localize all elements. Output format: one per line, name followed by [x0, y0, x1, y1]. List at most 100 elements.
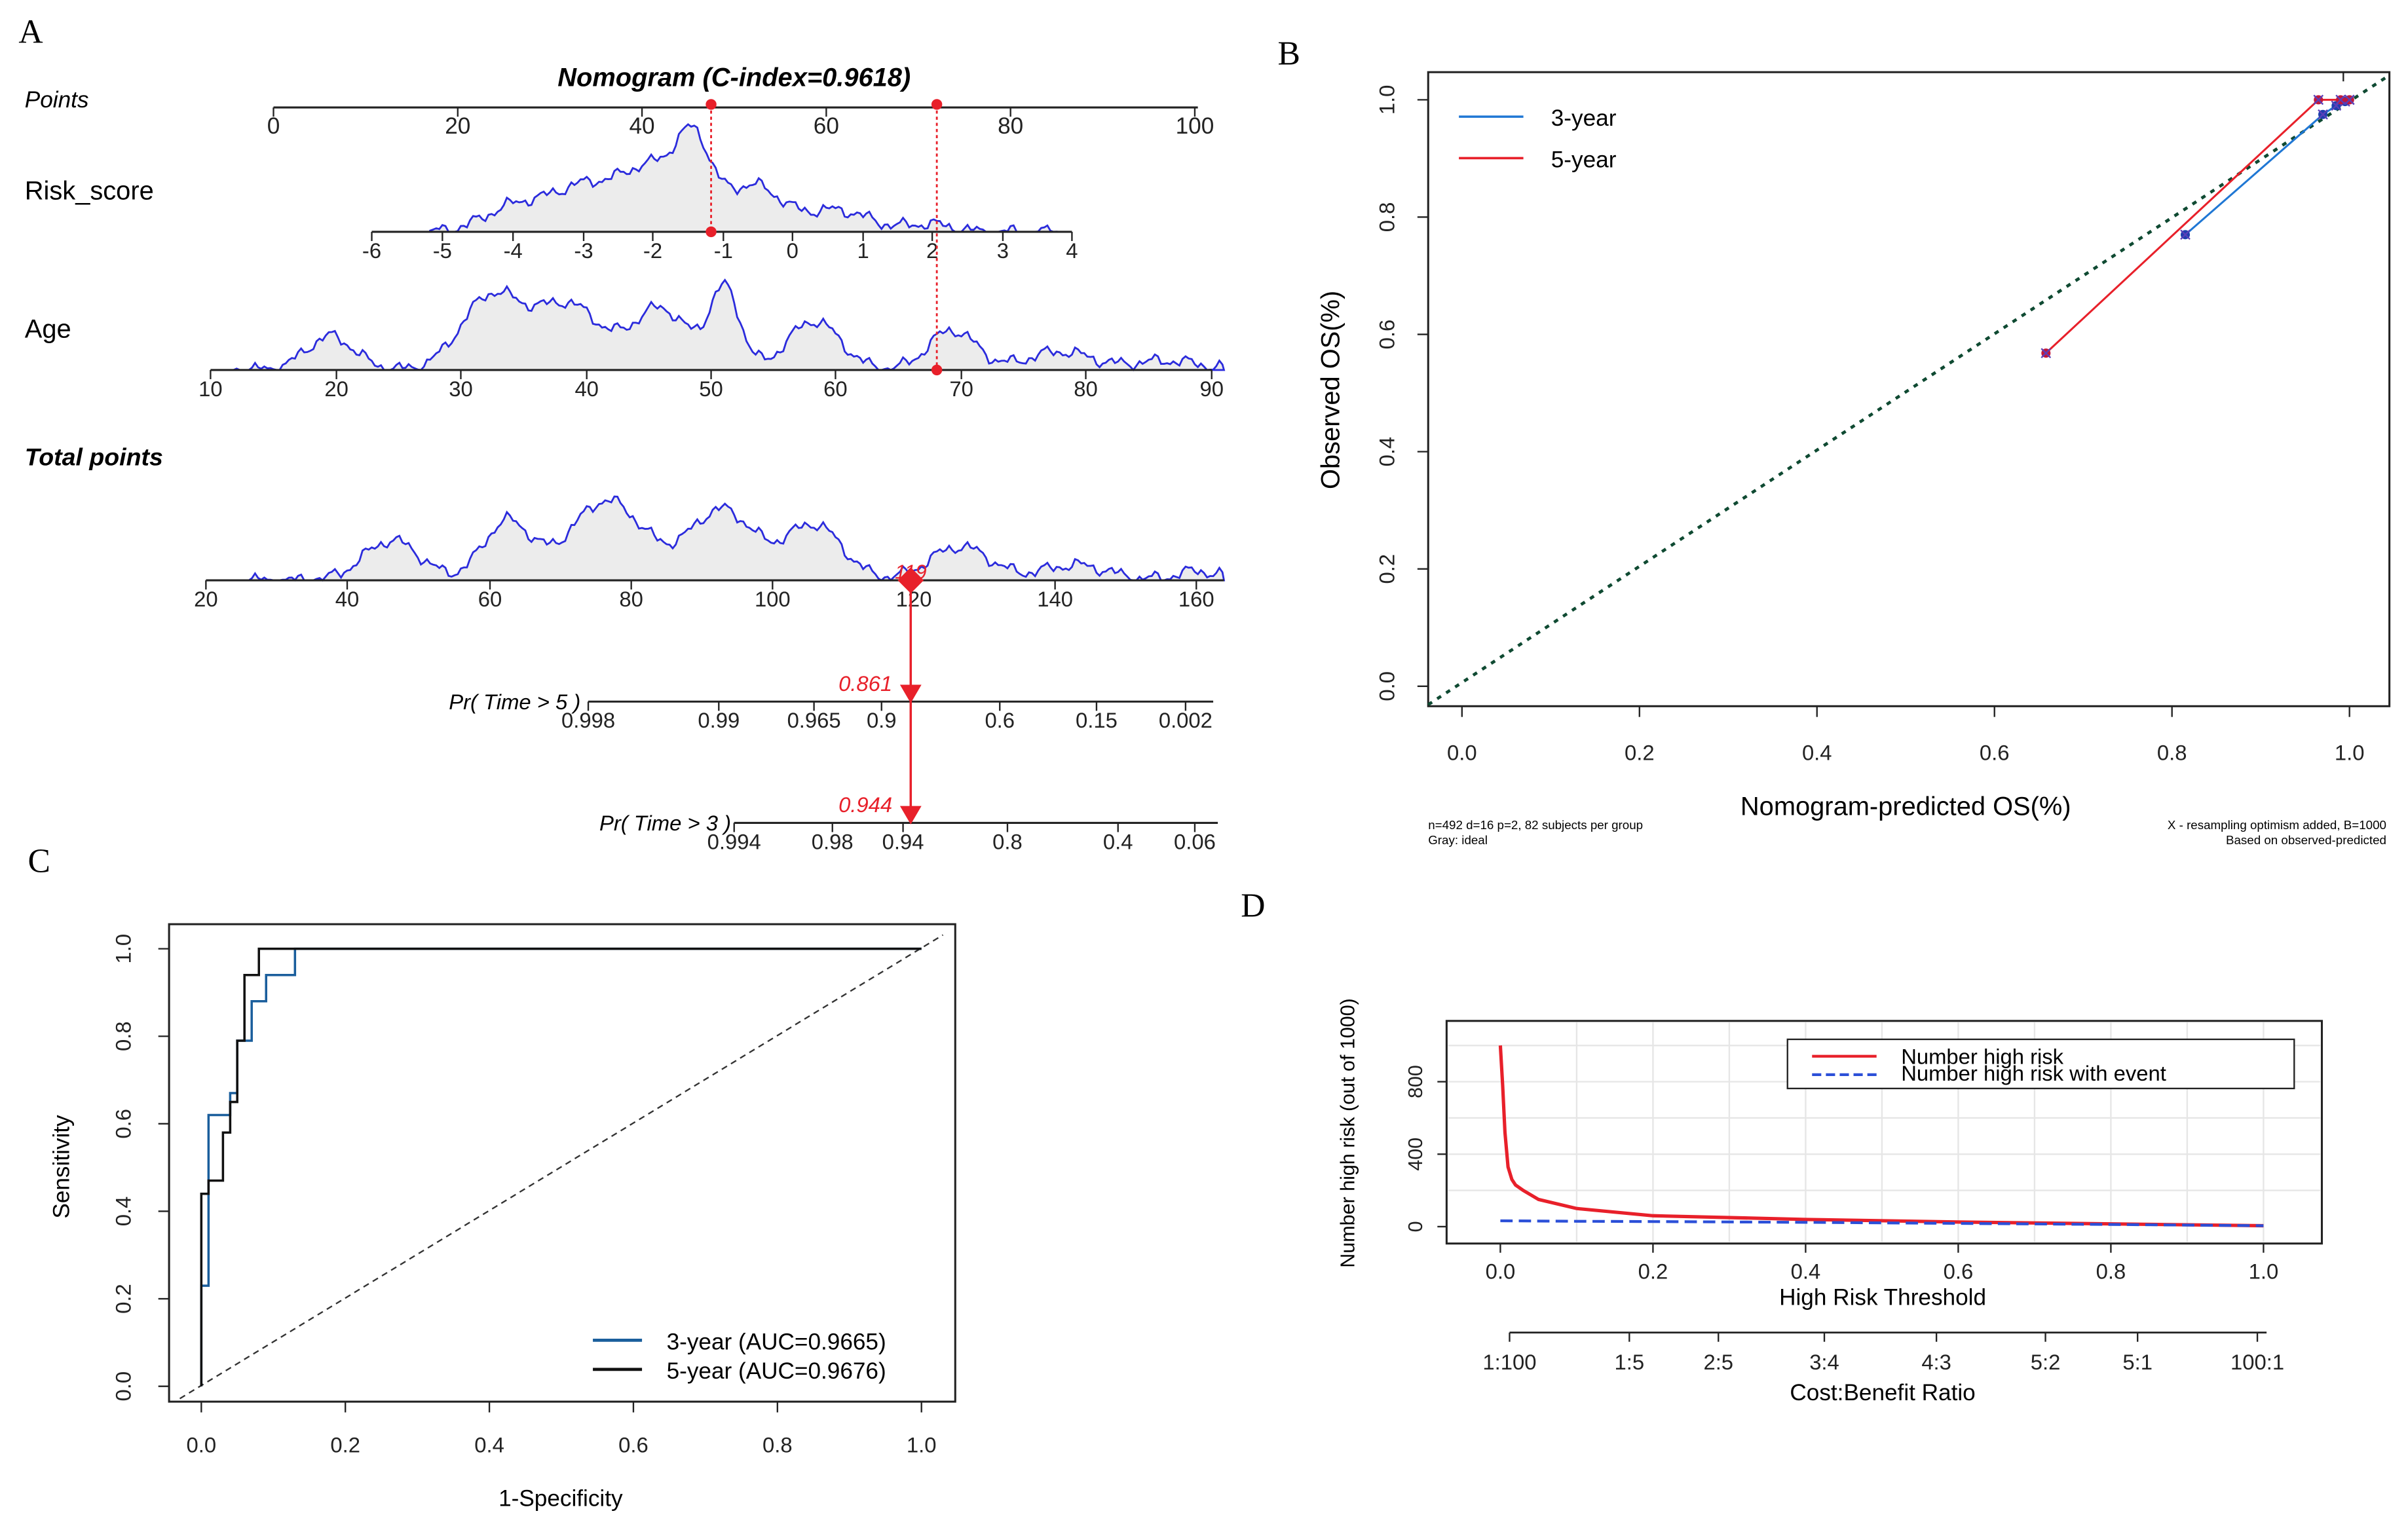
cost-benefit-tick-label: 5:2: [2031, 1350, 2061, 1374]
roc-plot-frame: [168, 923, 956, 1403]
calibration-x-tick-label: 0.6: [1980, 740, 2010, 764]
roc-x-axis: 0.0 0.2 0.4 0.6 0.8 1.0: [187, 1402, 937, 1457]
roc-x-tick-label: 1.0: [907, 1432, 937, 1457]
pr3-tick-label: 0.98: [812, 829, 854, 853]
row-label-age: Age: [25, 315, 71, 344]
age-axis: 10 20 30 40 50 60 70 80 90: [198, 369, 1224, 401]
total-points-tick-label: 120: [896, 587, 932, 611]
cost-benefit-tick-label: 2:5: [1703, 1350, 1733, 1374]
cost-benefit-tick-label: 3:4: [1809, 1350, 1839, 1374]
calibration-legend: 3-year 5-year: [1459, 105, 1617, 173]
roc-y-tick-label: 1.0: [111, 934, 135, 964]
pr5-tick-label: 0.9: [867, 708, 897, 732]
risk-score-tick-label: 0: [787, 238, 799, 263]
pr5-tick-label: 0.99: [698, 708, 740, 732]
threshold-tick-label: 1.0: [2249, 1259, 2279, 1284]
panel-label-b: B: [1278, 35, 1300, 72]
cost-benefit-tick-label: 1:5: [1615, 1350, 1645, 1374]
age-tick-label: 10: [198, 377, 222, 401]
risk-score-axis: -6 -5 -4 -3 -2 -1 0 1 2 3 4: [362, 231, 1078, 263]
points-tick-label: 20: [445, 113, 470, 139]
pr5-tick-label: 0.965: [787, 708, 841, 732]
risk-score-tick-label: -5: [433, 238, 452, 263]
points-axis: 0 20 40 60 80 100: [267, 106, 1214, 139]
roc-x-tick-label: 0.6: [618, 1432, 649, 1457]
pr5-marker: [899, 684, 922, 703]
count-tick-label: 800: [1404, 1065, 1427, 1098]
total-points-tick-label: 160: [1178, 587, 1214, 611]
age-tick-label: 20: [324, 377, 348, 401]
risk-score-tick-label: 4: [1066, 238, 1078, 263]
count-axis: 0 400 800: [1404, 1065, 1447, 1232]
panel-a-nomogram: A Nomogram (C-index=0.9618) Points Risk_…: [18, 14, 1226, 853]
legend-roc-5-year: 5-year (AUC=0.9676): [667, 1358, 886, 1384]
roc-x-label: 1-Specificity: [499, 1486, 623, 1512]
calibration-y-tick-label: 0.0: [1375, 671, 1399, 701]
calibration-y-axis: 0.0 0.2 0.4 0.6 0.8 1.0: [1375, 85, 1429, 701]
age-tick-label: 80: [1074, 377, 1097, 401]
clinical-impact-series: [1498, 1045, 2264, 1228]
points-tick-label: 0: [267, 113, 280, 139]
calibration-x-axis: 0.0 0.2 0.4 0.6 0.8 1.0: [1447, 706, 2364, 764]
panel-label-a: A: [18, 14, 43, 51]
total-points-tick-label: 20: [194, 587, 217, 611]
risk-score-tick-label: -3: [574, 238, 593, 263]
count-tick-label: 400: [1404, 1138, 1427, 1171]
pr3-tick-label: 0.8: [992, 829, 1023, 853]
roc-curve-five-year: [200, 947, 922, 1386]
pr5-value: 0.861: [838, 671, 892, 696]
threshold-tick-label: 0.6: [1944, 1259, 1974, 1284]
legend-number-high-risk: Number high risk: [1901, 1044, 2063, 1068]
legend-roc-3-year: 3-year (AUC=0.9665): [667, 1329, 886, 1354]
points-tick-label: 80: [998, 113, 1023, 139]
risk-score-density: [429, 123, 1058, 233]
age-points-marker: [931, 99, 943, 110]
calibration-y-tick-label: 0.6: [1375, 320, 1399, 350]
clinical-impact-legend: Number high risk Number high risk with e…: [1786, 1038, 2295, 1090]
threshold-tick-label: 0.8: [2096, 1259, 2126, 1284]
calibration-plot-frame: [1427, 71, 2391, 707]
roc-series: [200, 947, 922, 1386]
legend-5-year: 5-year: [1551, 147, 1617, 173]
pr5-tick-label: 0.6: [985, 708, 1015, 732]
cost-benefit-tick-label: 5:1: [2122, 1350, 2153, 1374]
roc-y-tick-label: 0.4: [111, 1197, 135, 1227]
calibration-note-left-2: Gray: ideal: [1428, 833, 1488, 847]
roc-reference-line: [179, 934, 944, 1400]
points-tick-label: 40: [630, 113, 655, 139]
age-tick-label: 70: [949, 377, 973, 401]
calibration-x-tick-label: 0.4: [1802, 740, 1832, 764]
calibration-y-tick-label: 0.4: [1375, 437, 1399, 467]
ideal-line: [1427, 73, 2390, 706]
age-marker: [931, 364, 943, 376]
count-tick-label: 0: [1404, 1221, 1427, 1232]
calibration-series: [2041, 94, 2355, 359]
calibration-x-tick-label: 0.0: [1447, 740, 1477, 764]
total-points-tick-label: 40: [335, 587, 359, 611]
calibration-line-five-year: [2045, 98, 2350, 354]
row-label-risk-score: Risk_score: [25, 177, 154, 206]
calibration-x-tick-label: 0.8: [2157, 740, 2187, 764]
calibration-y-label: Observed OS(%): [1316, 291, 1345, 489]
total-points-tick-label: 60: [478, 587, 502, 611]
row-label-pr3: Pr( Time > 3 ): [599, 811, 731, 835]
pr5-tick-label: 0.15: [1076, 708, 1118, 732]
pr3-axis: 0.994 0.98 0.94 0.8 0.4 0.06: [707, 821, 1218, 853]
calibration-note-right-2: Based on observed-predicted: [2226, 833, 2386, 847]
number-high-risk-event-line: [1500, 1219, 2264, 1227]
age-tick-label: 90: [1199, 377, 1223, 401]
row-label-total-points: Total points: [25, 443, 163, 470]
calibration-x-label: Nomogram-predicted OS(%): [1740, 792, 2071, 821]
panel-label-c: C: [28, 842, 50, 880]
total-points-tick-label: 140: [1037, 587, 1073, 611]
roc-x-tick-label: 0.0: [187, 1432, 217, 1457]
pr3-tick-label: 0.06: [1174, 829, 1216, 853]
total-points-density: [246, 495, 1226, 582]
total-points-axis: 20 40 60 80 100 120 140 160: [194, 579, 1224, 611]
roc-x-tick-label: 0.8: [762, 1432, 793, 1457]
row-label-points: Points: [25, 87, 89, 113]
pr5-tick-label: 0.002: [1159, 708, 1213, 732]
age-tick-label: 40: [574, 377, 598, 401]
panel-c-roc: C 0.0 0.2 0.4 0.6 0.8 1.0 0.00.20.40.60.81.0 …: [28, 842, 956, 1512]
roc-x-tick-label: 0.4: [474, 1432, 504, 1457]
